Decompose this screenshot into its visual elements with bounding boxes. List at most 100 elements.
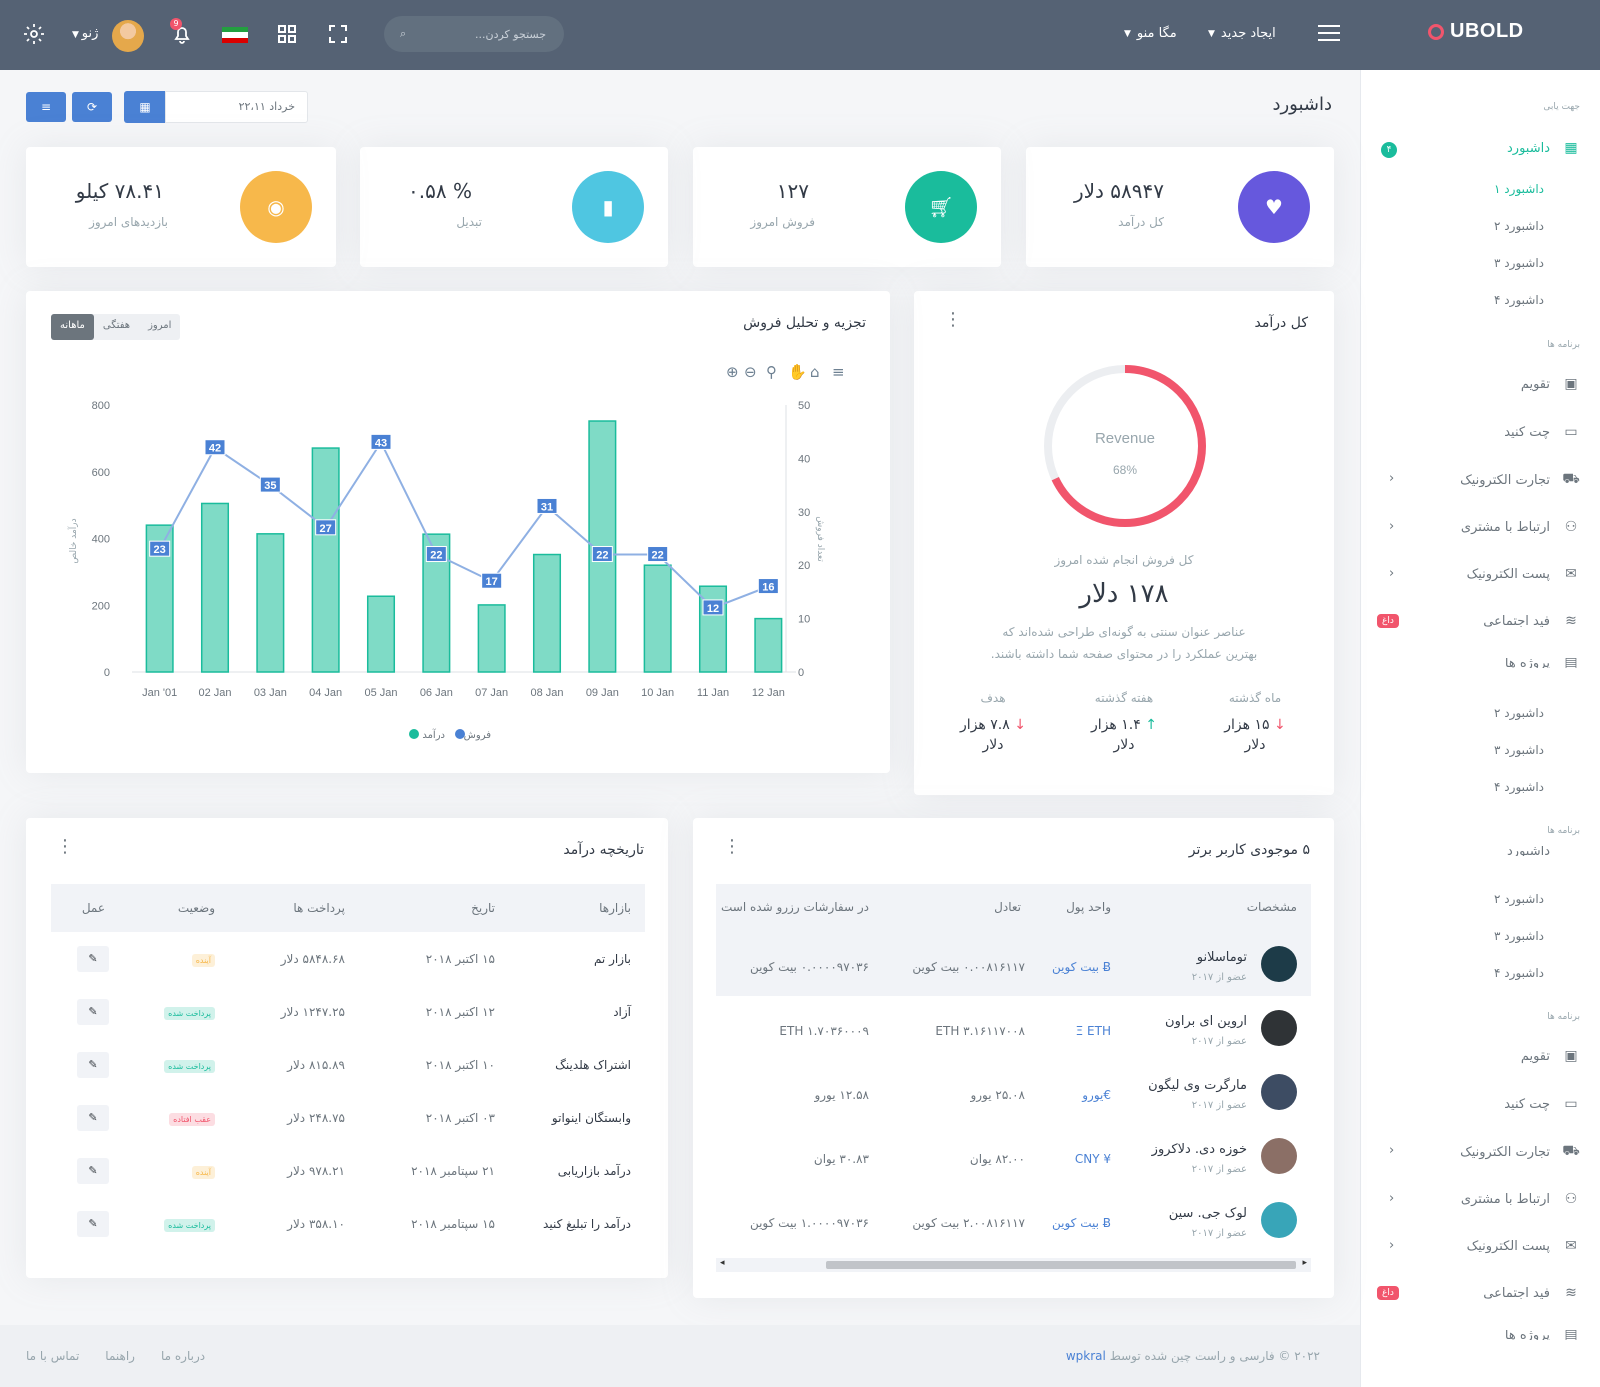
- total-revenue-card: کل درآمد ⋮ Revenue 68% کل فروش انجام شده…: [914, 291, 1334, 795]
- more-vertical-icon[interactable]: ⋮: [56, 836, 74, 857]
- scrollbar-thumb[interactable]: [826, 1261, 1296, 1269]
- apps-grid-icon[interactable]: [275, 22, 299, 46]
- hot-badge: داغ: [1377, 1286, 1399, 1300]
- edit-button[interactable]: ✎: [77, 945, 109, 972]
- language-flag-icon[interactable]: [222, 27, 248, 43]
- sidebar-item-dashboard[interactable]: ▦ داشبورد: [1380, 140, 1580, 156]
- chevron-down-icon: ▼: [1208, 28, 1215, 39]
- column-header: تاریخ: [345, 884, 495, 932]
- date-cell: ۱۲ اکتبر ۲۰۱۸: [425, 1004, 495, 1019]
- footer-link-help[interactable]: راهنما: [105, 1349, 135, 1363]
- gear-icon[interactable]: [22, 22, 46, 46]
- sidebar-item-projects[interactable]: ▤ پروژه ها: [1380, 1330, 1580, 1340]
- x-tick-label: 12 Jan: [752, 687, 785, 699]
- more-vertical-icon[interactable]: ⋮: [944, 309, 962, 330]
- card-title: تاریخچه درآمد: [563, 842, 644, 858]
- avatar[interactable]: [112, 20, 144, 52]
- footer-link-contact[interactable]: تماس با ما: [26, 1349, 80, 1363]
- sidebar-item-email[interactable]: ✉ پست الکترونیک: [1380, 1238, 1580, 1254]
- sidebar-subitem[interactable]: داشبورد ۲: [1494, 219, 1544, 233]
- mega-menu[interactable]: مگا منو ▼: [1124, 26, 1177, 41]
- sidebar-item-chat[interactable]: ▭ چت کنید: [1380, 424, 1580, 440]
- search-input[interactable]: جستجو کردن... ⌕: [384, 16, 564, 52]
- sidebar-subitem[interactable]: داشبورد ۴: [1494, 966, 1544, 980]
- table-row: آزاد ۱۲ اکتبر ۲۰۱۸ ۱۲۴۷.۲۵ دلار پرداخت شده ✎: [51, 985, 645, 1038]
- sidebar-subitem[interactable]: داشبورد ۴: [1494, 293, 1544, 307]
- sidebar-subitem[interactable]: داشبورد ۳: [1494, 743, 1544, 757]
- x-tick-label: 07 Jan: [475, 687, 508, 699]
- tab-monthly[interactable]: ماهانه: [51, 314, 94, 340]
- sidebar-item-ecommerce[interactable]: ⛟ تجارت الکترونیک: [1460, 471, 1580, 488]
- arrow-down-icon: ↓: [1273, 717, 1286, 733]
- revenue-donut: Revenue 68%: [1044, 365, 1206, 527]
- list-item: مارگرت وی لیگون عضو از ۲۰۱۷ €یورو ۲۵.۰۸ یور…: [716, 1060, 1311, 1124]
- sidebar-subitem[interactable]: داشبورد ۳: [1494, 929, 1544, 943]
- create-new-menu[interactable]: ایجاد جدید ▼: [1208, 26, 1276, 41]
- sidebar-item-social-feed[interactable]: ≋ فید اجتماعی: [1380, 1285, 1580, 1301]
- user-menu[interactable]: ▼ ژنو: [72, 26, 99, 41]
- status-badge: آینده: [191, 1165, 215, 1179]
- tab-weekly[interactable]: هفتگی: [102, 320, 131, 331]
- zoom-in-icon[interactable]: ⊕: [726, 363, 739, 381]
- edit-button[interactable]: ✎: [77, 1210, 109, 1237]
- refresh-button[interactable]: ⟳: [72, 92, 112, 122]
- sidebar-item-partial[interactable]: داشبورد: [1507, 846, 1550, 856]
- edit-button[interactable]: ✎: [77, 998, 109, 1025]
- menu-icon[interactable]: ≡: [832, 363, 845, 381]
- footer: ۲۰۲۲ © فارسی و راست چین شده توسط wpkral …: [0, 1325, 1360, 1387]
- sidebar-subitem[interactable]: داشبورد ۳: [1494, 256, 1544, 270]
- scroll-right-icon[interactable]: ▸: [1302, 1258, 1307, 1268]
- author-link[interactable]: wpkral: [1065, 1349, 1106, 1363]
- more-vertical-icon[interactable]: ⋮: [723, 836, 741, 857]
- tab-today[interactable]: امروز: [148, 320, 172, 331]
- period-tabs: ماهانه هفتگی امروز: [51, 314, 181, 340]
- date-input[interactable]: خرداد ۲۲،۱۱: [165, 91, 308, 123]
- member-since: عضو از ۲۰۱۷: [1191, 1036, 1247, 1047]
- edit-button[interactable]: ✎: [77, 1104, 109, 1131]
- revenue-history-card: تاریخچه درآمد ⋮ بازارها تاریخ پرداخت ها …: [26, 818, 668, 1278]
- sidebar-item-email[interactable]: ✉ پست الکترونیک: [1380, 566, 1580, 582]
- sidebar-item-crm[interactable]: ⚇ ارتباط با مشتری: [1380, 1191, 1580, 1207]
- sidebar-item-projects[interactable]: ▤ پروژه ها: [1380, 658, 1580, 668]
- reserved-cell: ۱.۰۰۰۰۹۷۰۳۶ بیت کوین: [749, 1216, 869, 1230]
- scroll-left-icon[interactable]: ◂: [720, 1258, 725, 1268]
- chevron-down-icon: ▼: [1124, 28, 1131, 39]
- sidebar-subitem[interactable]: داشبورد ۴: [1494, 780, 1544, 794]
- sidebar-item-ecommerce[interactable]: ⛟ تجارت الکترونیک: [1460, 1143, 1580, 1160]
- fullscreen-icon[interactable]: [326, 22, 350, 46]
- edit-button[interactable]: ✎: [77, 1051, 109, 1078]
- sidebar-subitem[interactable]: داشبورد ۲: [1494, 706, 1544, 720]
- x-tick-label: 08 Jan: [530, 687, 563, 699]
- data-label: 22: [652, 550, 664, 562]
- x-tick-label: 02 Jan: [198, 687, 231, 699]
- zoom-icon[interactable]: ⚲: [766, 363, 777, 381]
- dashboard-badge: ۴: [1381, 142, 1397, 158]
- sidebar-item-chat[interactable]: ▭ چت کنید: [1380, 1096, 1580, 1112]
- sidebar-subitem[interactable]: داشبورد ۲: [1494, 892, 1544, 906]
- sidebar-item-crm[interactable]: ⚇ ارتباط با مشتری: [1380, 519, 1580, 535]
- data-label-box: [647, 546, 669, 563]
- menu-toggle-icon[interactable]: [1318, 25, 1340, 46]
- bar: [256, 533, 285, 673]
- pan-icon[interactable]: ✋: [788, 363, 807, 381]
- home-icon[interactable]: ⌂: [810, 363, 820, 381]
- chevron-left-icon: ‹: [1389, 1191, 1395, 1206]
- data-label-box: [702, 599, 724, 616]
- sidebar-item-calendar[interactable]: ▣ تقویم: [1380, 376, 1580, 392]
- footer-link-about[interactable]: درباره ما: [160, 1349, 206, 1363]
- x-tick-label: 04 Jan: [309, 687, 342, 699]
- edit-button[interactable]: ✎: [77, 1157, 109, 1184]
- sidebar-subitem[interactable]: داشبورد ۱: [1494, 182, 1544, 196]
- user-name: اروین ای براون: [1165, 1014, 1247, 1029]
- y2-tick-label: 20: [798, 560, 810, 572]
- sidebar-item-calendar[interactable]: ▣ تقویم: [1380, 1048, 1580, 1064]
- horizontal-scrollbar[interactable]: ◂ ▸: [716, 1258, 1311, 1272]
- page-title: داشبورد: [1272, 94, 1332, 115]
- filter-button[interactable]: ≡: [26, 92, 66, 122]
- calendar-button[interactable]: ▦: [124, 91, 166, 123]
- sidebar-item-social-feed[interactable]: ≋ فید اجتماعی: [1380, 613, 1580, 629]
- data-label-box: [591, 546, 613, 563]
- bell-icon[interactable]: [170, 22, 194, 46]
- zoom-out-icon[interactable]: ⊖: [744, 363, 757, 381]
- logo[interactable]: UBOLD: [1428, 20, 1524, 43]
